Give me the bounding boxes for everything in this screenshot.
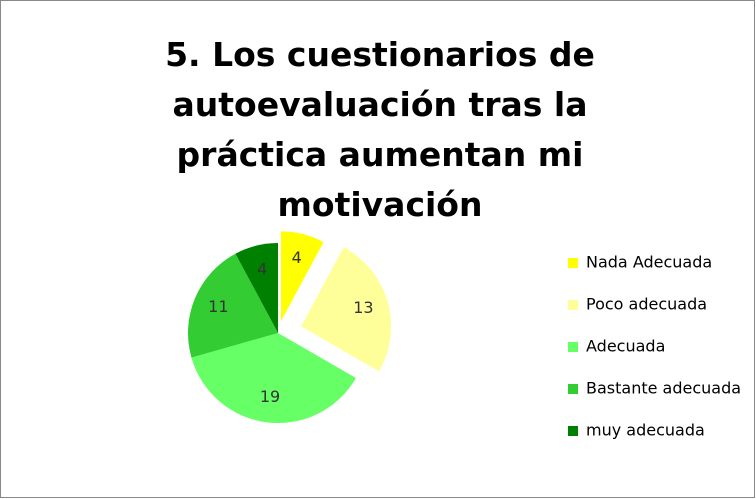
pie-slice <box>191 333 356 423</box>
legend-swatch <box>568 342 578 352</box>
pie-slice <box>235 243 278 333</box>
legend-swatch <box>568 258 578 268</box>
data-label: 4 <box>257 260 267 279</box>
data-label: 4 <box>292 248 302 267</box>
legend-label: Poco adecuada <box>586 295 707 314</box>
pie-slice <box>301 247 392 372</box>
legend-label: muy adecuada <box>586 421 705 440</box>
data-label: 19 <box>260 387 280 406</box>
legend-label: Bastante adecuada <box>586 379 741 398</box>
pie-slice <box>280 231 324 322</box>
legend-label: Nada Adecuada <box>586 253 712 272</box>
data-label: 11 <box>208 297 228 316</box>
data-label: 13 <box>353 298 373 317</box>
legend-swatch <box>568 300 578 310</box>
legend-label: Adecuada <box>586 337 665 356</box>
legend-swatch <box>568 426 578 436</box>
pie-slice <box>188 253 278 358</box>
chart-title: 5. Los cuestionarios de autoevaluación t… <box>165 35 595 224</box>
legend-swatch <box>568 384 578 394</box>
